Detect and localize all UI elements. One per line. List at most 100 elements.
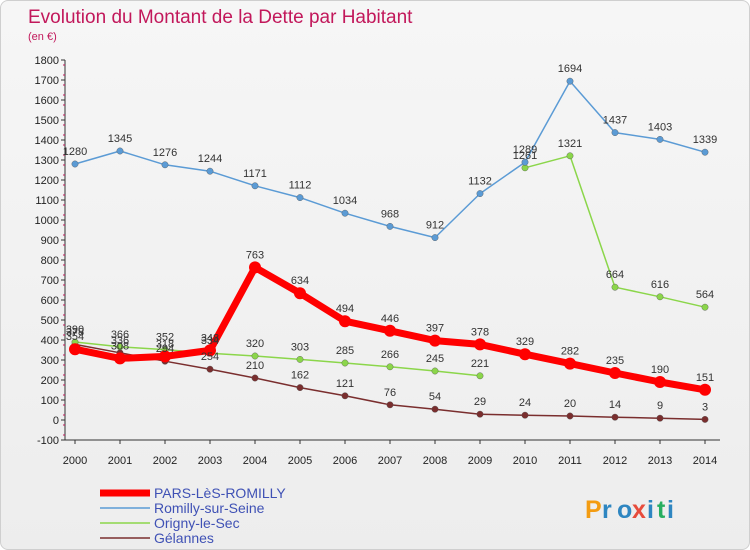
data-point [251, 352, 259, 360]
x-tick-label: 2002 [153, 455, 177, 467]
legend-label: PARS-LèS-ROMILLY [154, 485, 286, 501]
logo-letter: r [602, 496, 612, 524]
y-tick-label: 600 [41, 295, 59, 307]
data-point [701, 303, 709, 311]
y-tick-label: 300 [41, 355, 59, 367]
data-point [206, 365, 214, 373]
data-point [116, 147, 124, 155]
logo-letter: i [647, 496, 654, 524]
data-point [656, 135, 664, 143]
y-tick-label: 500 [41, 315, 59, 327]
data-point [341, 209, 349, 217]
y-tick-label: -100 [37, 435, 59, 447]
data-point [701, 148, 709, 156]
data-label: 348 [201, 332, 219, 344]
y-tick-label: 1300 [35, 155, 59, 167]
data-point [204, 344, 216, 357]
data-label: 1345 [108, 133, 132, 145]
data-point [566, 152, 574, 160]
data-point [609, 367, 621, 379]
data-point [296, 384, 304, 391]
data-label: 282 [561, 346, 579, 358]
data-label: 76 [384, 387, 396, 399]
data-point [566, 412, 574, 420]
data-labels: 378 336 294 254 210 162 121 76 54 29 24 20 14 9 3 390 36… [63, 63, 717, 413]
data-label: 378 [471, 326, 489, 338]
data-point [339, 315, 351, 328]
data-label: 294 [156, 343, 174, 355]
data-label: 9 [657, 400, 663, 412]
data-label: 1403 [648, 121, 672, 133]
data-point [386, 222, 394, 230]
x-tick-label: 2001 [108, 455, 132, 467]
data-label: 221 [471, 358, 489, 370]
x-tick-label: 2014 [693, 455, 717, 467]
data-point [296, 355, 304, 363]
y-tick-label: 1400 [35, 135, 59, 147]
logo-letter: o [617, 496, 632, 524]
data-point [249, 261, 261, 274]
data-point [341, 359, 349, 367]
data-point [521, 158, 529, 166]
legend-label: Romilly-sur-Seine [154, 500, 265, 516]
data-label: 366 [111, 329, 129, 341]
x-tick-label: 2005 [288, 455, 312, 467]
data-point [431, 405, 439, 413]
data-label: 763 [246, 249, 264, 261]
data-label: 564 [696, 289, 714, 301]
x-tick-label: 2007 [378, 455, 402, 467]
data-label: 1171 [243, 168, 267, 180]
data-label: 151 [696, 372, 714, 384]
data-label: 1280 [63, 146, 87, 158]
data-point [206, 167, 214, 175]
x-tick-label: 2006 [333, 455, 357, 467]
x-tick-label: 2008 [423, 455, 447, 467]
x-tick-label: 2011 [558, 455, 582, 467]
y-tick-label: 1600 [35, 95, 59, 107]
logo-letter: i [667, 496, 674, 524]
x-tick-label: 2013 [648, 455, 672, 467]
y-tick-label: 900 [41, 235, 59, 247]
y-tick-label: 800 [41, 255, 59, 267]
data-point [384, 324, 396, 337]
x-tick-label: 2004 [243, 455, 267, 467]
y-tick-label: 100 [41, 395, 59, 407]
series-line [74, 341, 481, 377]
data-point [611, 413, 619, 421]
data-label: 14 [609, 399, 621, 411]
data-label: 190 [651, 364, 669, 376]
y-tick-label: 1100 [35, 195, 59, 207]
data-point [564, 357, 576, 370]
data-label: 1339 [693, 134, 717, 146]
data-point [431, 367, 439, 375]
data-label: 3 [702, 401, 708, 413]
x-tick-label: 2009 [468, 455, 492, 467]
data-label: 308 [111, 340, 129, 352]
y-tick-label: 1200 [35, 175, 59, 187]
data-label: 336 [111, 335, 129, 347]
data-point [386, 401, 394, 409]
data-label: 634 [291, 275, 309, 287]
logo-letter: P [585, 496, 602, 524]
y-tick-label: 400 [41, 335, 59, 347]
data-label: 1694 [558, 63, 582, 75]
data-label: 1112 [289, 180, 312, 192]
data-label: 352 [156, 332, 174, 344]
y-tick-label: 1800 [35, 55, 59, 67]
data-point [699, 383, 711, 396]
x-tick-label: 2012 [603, 455, 627, 467]
axes: -100 0 100 200 300 400 500 600 700 800 900 1000 1100… [35, 55, 720, 467]
data-point [251, 374, 259, 382]
data-label: 303 [291, 341, 309, 353]
y-tick-label: 1700 [35, 75, 59, 87]
data-point [476, 372, 484, 380]
data-label: 1321 [558, 138, 582, 150]
data-label: 1132 [468, 176, 492, 188]
data-label: 162 [291, 370, 309, 382]
data-point [386, 363, 394, 371]
data-point [611, 283, 619, 291]
legend: PARS-LèS-ROMILLYRomilly-sur-SeineOrigny-… [100, 485, 286, 546]
